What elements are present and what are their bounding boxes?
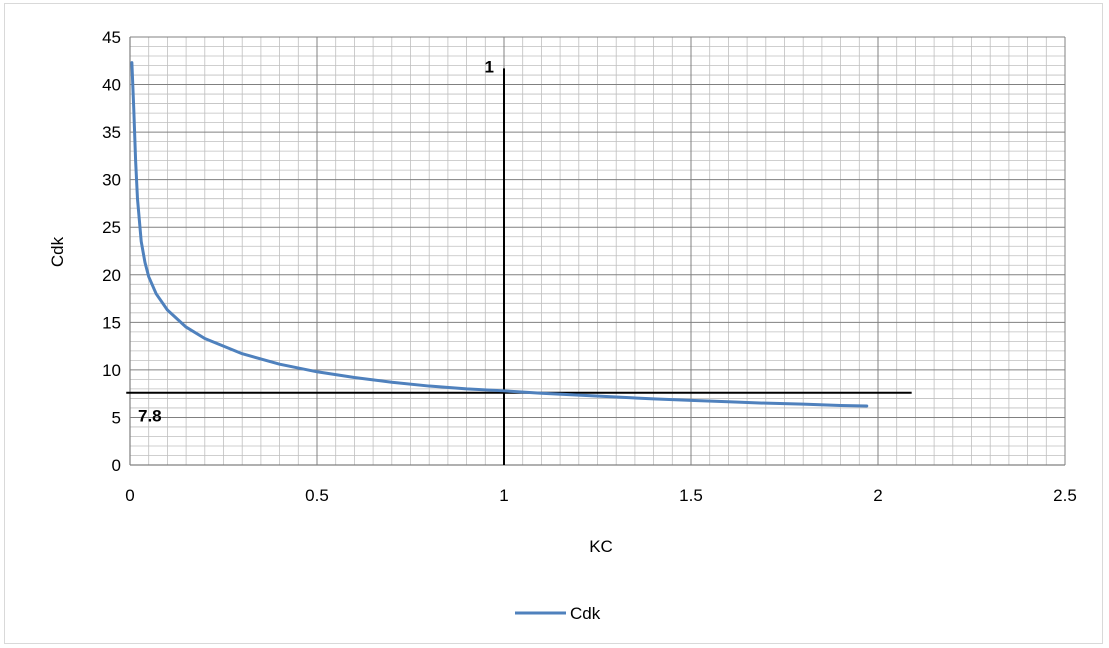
annotation-labels: 17.8 (138, 57, 494, 425)
y-tick-label: 5 (112, 408, 121, 427)
y-tick-label: 35 (102, 123, 121, 142)
x-tick-label: 2.5 (1053, 486, 1077, 505)
x-tick-label: 2 (873, 486, 882, 505)
series-line-cdk (130, 61, 869, 408)
legend: Cdk (515, 604, 601, 623)
y-tick-label: 45 (102, 28, 121, 47)
annotation-label-vertical: 1 (485, 57, 494, 76)
y-tick-label: 40 (102, 76, 121, 95)
x-axis-title: KC (589, 537, 613, 556)
x-tick-label: 0 (125, 486, 134, 505)
minor-gridlines (130, 37, 1065, 465)
x-tick-label: 1.5 (679, 486, 703, 505)
chart-frame (4, 3, 1103, 644)
y-axis-title: Cdk (48, 236, 67, 267)
y-tick-label: 0 (112, 456, 121, 475)
y-tick-label: 25 (102, 218, 121, 237)
y-tick-label: 10 (102, 361, 121, 380)
y-tick-label: 15 (102, 313, 121, 332)
y-tick-label: 20 (102, 266, 121, 285)
annotation-label-horizontal: 7.8 (138, 407, 162, 426)
series-group (130, 61, 869, 408)
x-tick-label: 0.5 (305, 486, 329, 505)
y-tick-label: 30 (102, 171, 121, 190)
y-tick-labels: 0 5 10 15 20 25 30 35 40 45 (102, 28, 121, 475)
annotation-lines (126, 68, 912, 465)
legend-label: Cdk (570, 604, 601, 623)
x-tick-labels: 0 0.5 1 1.5 2 2.5 (125, 486, 1077, 505)
x-tick-label: 1 (499, 486, 508, 505)
